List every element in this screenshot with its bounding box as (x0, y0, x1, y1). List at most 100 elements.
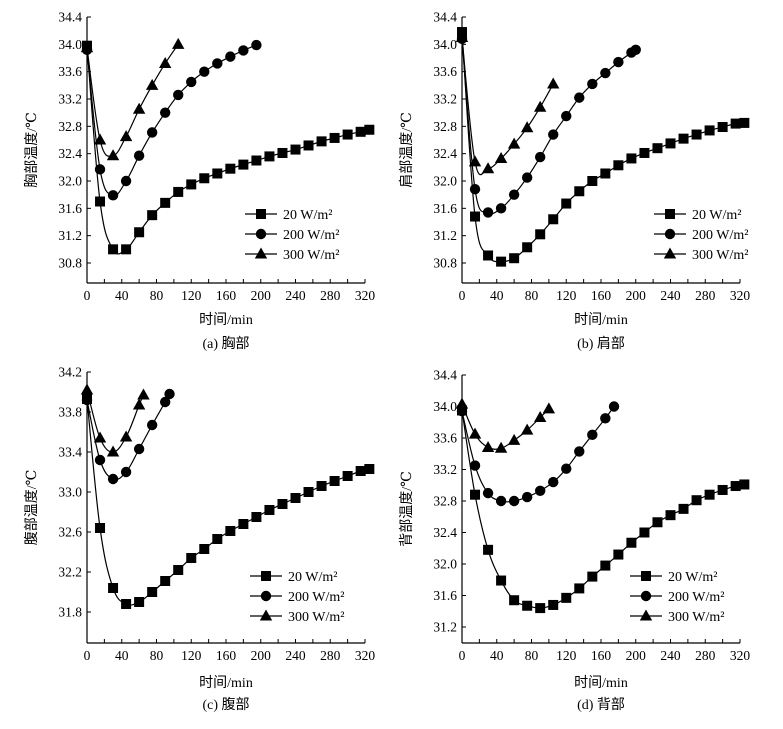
data-point-square (277, 499, 288, 509)
x-axis-label: 时间/min (199, 675, 253, 691)
x-tick-label: 80 (525, 288, 539, 303)
data-point-square (316, 136, 327, 147)
data-point-square (600, 560, 611, 571)
x-tick-label: 40 (115, 648, 129, 663)
data-point-square (535, 603, 546, 614)
y-tick-label: 32.8 (433, 119, 457, 134)
data-point-square (509, 253, 520, 264)
data-point-square (483, 544, 494, 555)
data-point-square (691, 495, 702, 506)
data-point-square (277, 147, 288, 158)
data-point-circle (587, 429, 598, 441)
series-triangle (80, 383, 150, 457)
x-axis-label: 时间/min (574, 312, 628, 328)
data-point-circle (133, 150, 145, 161)
y-tick-label: 32.2 (58, 565, 82, 580)
panel-c: 31.8 32.2 32.6 33.0 33.4 33.8 34.2 0 40 80 120 160 2… (23, 365, 375, 714)
data-point-square (342, 129, 353, 140)
y-tick-label: 31.2 (58, 228, 82, 243)
series-circle (81, 39, 262, 201)
data-point-square (704, 125, 715, 136)
panel-d: 31.2 31.6 32.0 32.4 32.8 33.2 33.6 34.0 34.4 0 40 8… (399, 368, 750, 714)
legend: 20 W/m² 200 W/m² 300 W/m² (245, 208, 339, 263)
series-circle (456, 33, 641, 218)
data-point-square (342, 471, 353, 481)
panel-a: 30.8 31.2 31.6 32.0 32.4 32.8 33.2 33.6 34.0 34.4… (24, 10, 375, 353)
data-point-circle (482, 487, 494, 499)
data-point-circle (534, 151, 546, 163)
panel-caption: (a) 胸部 (202, 336, 249, 352)
legend-label: 200 W/m² (692, 228, 748, 243)
x-tick-label: 200 (626, 288, 647, 303)
data-point-circle (608, 401, 620, 412)
series-square (457, 27, 750, 267)
x-tick-label: 160 (591, 648, 612, 663)
data-point-circle (548, 129, 559, 140)
data-point-circle (159, 107, 171, 118)
data-point-square (95, 523, 106, 533)
y-tick-label: 33.8 (58, 405, 82, 420)
data-point-square (355, 466, 366, 476)
data-point-square (665, 510, 676, 521)
data-point-circle (120, 466, 132, 478)
x-tick-label: 160 (216, 288, 237, 303)
series-circle (456, 401, 620, 507)
data-point-square (535, 229, 546, 240)
data-point-square (108, 244, 119, 255)
panel-b: 30.8 31.2 31.6 32.0 32.4 32.8 33.2 33.6 34.0 34.4… (399, 10, 750, 353)
data-point-square (561, 198, 572, 209)
data-point-square (739, 117, 750, 128)
data-point-triangle (533, 100, 547, 112)
data-point-circle (548, 476, 559, 488)
legend-marker-circle (664, 228, 676, 240)
x-tick-label: 240 (660, 648, 681, 663)
y-tick-label: 30.8 (433, 256, 457, 271)
y-axis-label: 胸部温度/℃ (24, 112, 40, 188)
data-point-square (548, 599, 559, 610)
data-point-square (496, 256, 507, 267)
data-point-square (186, 553, 197, 563)
legend-label: 200 W/m² (283, 228, 339, 243)
data-point-triangle (106, 149, 120, 161)
y-tick-label: 31.2 (433, 228, 457, 243)
data-point-square (364, 464, 375, 474)
data-point-square (639, 527, 650, 538)
x-tick-label: 280 (695, 288, 716, 303)
data-point-circle (186, 76, 197, 88)
data-point-square (470, 489, 481, 500)
x-tick-label: 240 (285, 288, 306, 303)
data-point-triangle (145, 78, 159, 90)
y-tick-label: 34.0 (433, 399, 457, 414)
data-point-square (730, 481, 741, 492)
y-tick-label: 34.4 (433, 10, 457, 25)
data-point-circle (120, 175, 132, 187)
x-tick-label: 280 (320, 288, 341, 303)
data-point-square (199, 173, 210, 184)
y-axis-label: 背部温度/℃ (399, 471, 415, 547)
panel-caption: (c) 腹部 (202, 696, 249, 713)
x-tick-label: 0 (84, 648, 91, 663)
data-point-circle (508, 495, 520, 507)
y-tick-label: 34.0 (433, 37, 457, 52)
data-point-square (199, 544, 210, 554)
series-line (461, 403, 550, 450)
data-point-square (639, 147, 650, 158)
x-tick-label: 240 (285, 648, 306, 663)
legend-label: 300 W/m² (288, 610, 344, 625)
data-point-circle (107, 473, 119, 485)
panel-caption: (b) 肩部 (577, 336, 625, 352)
legend-label: 20 W/m² (283, 208, 332, 223)
x-tick-label: 40 (490, 288, 504, 303)
data-point-circle (212, 58, 223, 69)
data-point-square (212, 534, 223, 544)
x-axis-label: 时间/min (199, 312, 253, 328)
data-point-square (147, 210, 158, 221)
y-tick-label: 31.8 (58, 605, 82, 620)
data-point-circle (238, 45, 249, 56)
data-point-circle (561, 463, 572, 474)
data-point-square (147, 587, 158, 597)
y-tick-label: 34.2 (58, 365, 82, 380)
data-point-square (290, 493, 301, 503)
legend-label: 300 W/m² (668, 610, 724, 625)
